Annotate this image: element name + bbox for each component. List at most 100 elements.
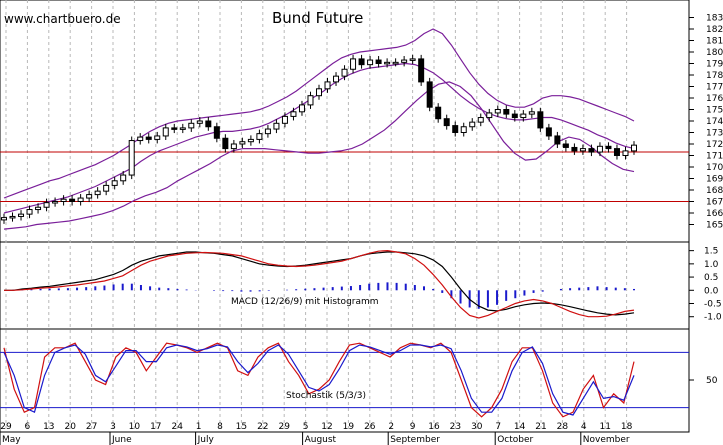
candle-body <box>128 140 135 176</box>
candle-body <box>579 148 586 152</box>
candle-body <box>622 150 629 156</box>
macd-y-tick-label: 0.5 <box>704 273 718 283</box>
x-day-label: 19 <box>343 422 355 432</box>
candle-body <box>528 111 535 115</box>
candle-body <box>520 113 527 119</box>
candle-body <box>26 209 33 215</box>
candle-body <box>298 104 305 113</box>
candle-body <box>264 128 271 135</box>
candle-body <box>43 202 50 208</box>
candle-body <box>562 143 569 148</box>
x-day-label: 12 <box>321 422 332 432</box>
price-y-tick-label: 174 <box>706 117 723 127</box>
x-month-label: August <box>305 435 337 445</box>
candle-body <box>418 58 425 83</box>
candle-body <box>120 174 127 182</box>
bollinger-upper-band <box>3 28 635 199</box>
x-day-label: 14 <box>514 422 526 432</box>
x-day-label: 26 <box>364 422 376 432</box>
x-day-label: 23 <box>450 422 461 432</box>
price-y-tick-label: 178 <box>706 71 723 81</box>
x-day-label: 30 <box>471 422 483 432</box>
x-day-label: 28 <box>557 422 569 432</box>
x-day-label: 10 <box>129 422 141 432</box>
candle-body <box>401 59 408 63</box>
candle-body <box>103 184 110 192</box>
price-y-tick-label: 181 <box>706 37 723 47</box>
x-day-label: 3 <box>110 422 116 432</box>
candle-body <box>111 180 118 186</box>
x-day-label: 20 <box>64 422 76 432</box>
x-day-label: 8 <box>217 422 223 432</box>
stochastic-k-line <box>3 342 635 418</box>
x-day-label: 21 <box>535 422 546 432</box>
candle-body <box>571 146 578 152</box>
candle-body <box>324 81 331 90</box>
candle-body <box>154 135 161 140</box>
x-day-label: 7 <box>495 422 501 432</box>
candle-body <box>86 194 93 199</box>
candle-body <box>494 109 501 114</box>
candle-body <box>384 61 391 65</box>
candle-body <box>69 198 76 202</box>
stochastic-title: Stochastik (5/3/3) <box>286 391 366 401</box>
candle-body <box>256 133 263 140</box>
price-y-tick-label: 169 <box>706 175 723 185</box>
macd-y-tick-label: 1.0 <box>704 260 719 270</box>
candle-body <box>77 197 84 203</box>
x-month-label: September <box>390 435 440 445</box>
candle-body <box>375 59 382 64</box>
candle-body <box>213 126 220 139</box>
candle-body <box>94 190 101 196</box>
macd-line <box>4 251 635 316</box>
candle-body <box>554 135 561 145</box>
candle-body <box>452 125 459 133</box>
price-y-tick-label: 166 <box>706 209 723 219</box>
price-y-tick-label: 168 <box>706 186 723 196</box>
x-day-label: 16 <box>428 422 440 432</box>
candle-body <box>605 145 612 150</box>
candle-body <box>350 58 357 70</box>
x-month-label: June <box>111 435 132 445</box>
x-day-label: 11 <box>599 422 610 432</box>
x-day-label: 4 <box>581 422 587 432</box>
candle-body <box>188 122 195 129</box>
stochastic-d-line <box>3 344 635 416</box>
macd-panel <box>4 249 635 319</box>
macd-y-tick-label: -0.5 <box>704 300 722 310</box>
price-y-tick-label: 173 <box>706 129 723 139</box>
price-y-tick-label: 167 <box>706 198 723 208</box>
candle-body <box>273 122 280 130</box>
x-month-label: October <box>497 435 533 445</box>
x-day-label: 6 <box>25 422 31 432</box>
candle-body <box>230 143 237 150</box>
price-y-tick-label: 180 <box>706 48 723 58</box>
candle-body <box>9 215 16 219</box>
x-day-label: 24 <box>171 422 183 432</box>
price-y-tick-label: 183 <box>706 14 723 24</box>
candle-body <box>196 120 203 124</box>
x-day-label: 5 <box>303 422 309 432</box>
candle-body <box>511 113 518 119</box>
stochastic-y-tick-label: 50 <box>706 376 718 386</box>
candle-body <box>443 118 450 127</box>
price-y-tick-label: 176 <box>706 94 723 104</box>
x-month-label: July <box>197 435 215 445</box>
x-day-label: 9 <box>410 422 416 432</box>
candle-body <box>596 145 603 153</box>
candle-body <box>316 88 322 97</box>
candle-body <box>205 120 212 128</box>
x-day-label: 17 <box>150 422 161 432</box>
x-day-label: 22 <box>257 422 268 432</box>
macd-title: MACD (12/26/9) mit Histogramm <box>231 297 379 307</box>
price-y-tick-label: 172 <box>706 140 723 150</box>
price-chart-title: Bund Future <box>272 9 363 27</box>
candle-body <box>333 75 340 83</box>
price-y-tick-label: 171 <box>706 152 723 162</box>
candle-body <box>239 141 246 145</box>
candle-body <box>137 136 144 142</box>
price-y-tick-label: 175 <box>706 106 723 116</box>
price-y-tick-label: 177 <box>706 83 723 93</box>
x-day-label: 27 <box>86 422 97 432</box>
